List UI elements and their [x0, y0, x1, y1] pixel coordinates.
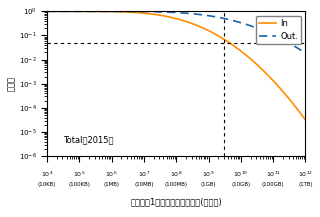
In [304, 119, 308, 121]
Out. [150, 10, 154, 13]
Text: $10^{5}$: $10^{5}$ [73, 169, 85, 179]
Text: Total（2015）: Total（2015） [63, 135, 114, 144]
In [150, 13, 154, 15]
In [223, 38, 227, 41]
Text: $10^{9}$: $10^{9}$ [202, 169, 215, 179]
Text: $10^{6}$: $10^{6}$ [106, 169, 118, 179]
In [45, 10, 49, 13]
Text: (10MB): (10MB) [134, 182, 154, 187]
Out. [45, 10, 49, 13]
Text: (100MB): (100MB) [165, 182, 188, 187]
Text: $10^{12}$: $10^{12}$ [298, 169, 313, 179]
X-axis label: 利用者の1日のトラフィック量(バイト): 利用者の1日のトラフィック量(バイト) [131, 197, 222, 206]
Text: $10^{4}$: $10^{4}$ [41, 169, 53, 179]
Out. [304, 52, 308, 54]
Text: (10GB): (10GB) [231, 182, 251, 187]
Text: $10^{8}$: $10^{8}$ [170, 169, 182, 179]
Line: Out.: Out. [47, 11, 306, 53]
Out. [223, 17, 227, 20]
Text: (1GB): (1GB) [201, 182, 216, 187]
Line: In: In [47, 11, 306, 120]
Text: (1MB): (1MB) [104, 182, 120, 187]
Y-axis label: 補分布: 補分布 [7, 76, 16, 91]
Out. [247, 24, 251, 26]
In [72, 10, 76, 13]
Out. [72, 10, 76, 13]
Out. [159, 11, 163, 13]
Text: (10KB): (10KB) [38, 182, 56, 187]
Text: (1TB): (1TB) [298, 182, 313, 187]
Legend: In, Out.: In, Out. [256, 15, 301, 44]
In [247, 56, 251, 59]
In [251, 60, 255, 62]
Text: $10^{11}$: $10^{11}$ [266, 169, 281, 179]
Text: $10^{7}$: $10^{7}$ [138, 169, 150, 179]
Out. [251, 25, 255, 28]
Text: (100GB): (100GB) [262, 182, 284, 187]
In [159, 14, 163, 17]
Text: $10^{10}$: $10^{10}$ [233, 169, 249, 179]
Text: (100KB): (100KB) [68, 182, 90, 187]
